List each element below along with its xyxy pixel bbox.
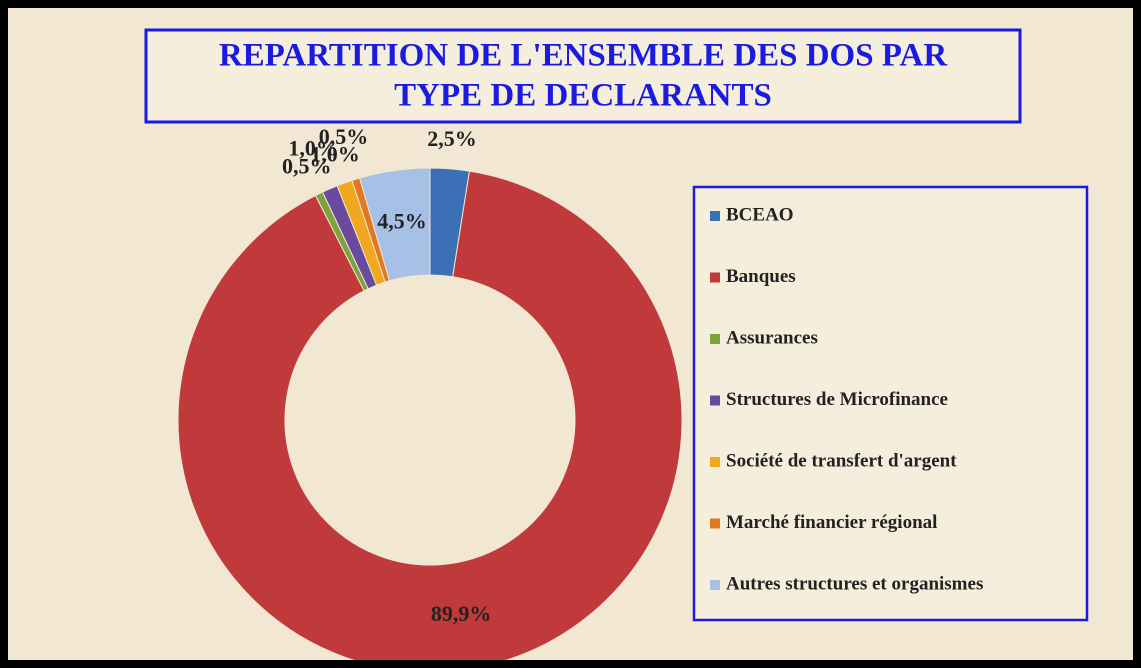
chart-title: TYPE DE DECLARANTS <box>394 78 772 114</box>
title-box <box>144 28 1022 124</box>
legend-label: Structures de Microfinance <box>726 389 948 410</box>
legend-swatch <box>710 580 720 590</box>
chart-title: REPARTITION DE L'ENSEMBLE DES DOS PAR <box>219 38 949 74</box>
donut-slice <box>177 170 683 660</box>
donut <box>177 167 683 660</box>
legend-swatch <box>710 457 720 467</box>
data-label: 0,5% <box>282 154 332 179</box>
donut-slice <box>359 167 431 282</box>
legend-label: BCEAO <box>726 204 794 225</box>
legend-swatch <box>710 211 720 221</box>
legend-label: Assurances <box>726 327 818 348</box>
legend-label: Marché financier régional <box>726 512 937 533</box>
legend-swatch <box>710 395 720 406</box>
legend-swatch <box>710 272 720 283</box>
data-label: 1,0% <box>310 142 360 167</box>
legend-label: Autres structures et organismes <box>726 573 983 594</box>
data-label: 89,9% <box>431 601 492 626</box>
data-label: 1,0% <box>288 135 338 160</box>
legend: BCEAO Banques Assurances Structures de Micr… <box>710 204 983 594</box>
data-label: 0,5% <box>319 124 369 149</box>
legend-swatch <box>710 334 720 344</box>
legend-swatch <box>710 518 720 529</box>
legend-label: Banques <box>726 266 796 287</box>
data-label: 2,5% <box>427 126 477 151</box>
legend-label: Société de transfert d'argent <box>726 450 957 471</box>
legend-box <box>692 185 1089 622</box>
data-label: 4,5% <box>377 209 427 234</box>
